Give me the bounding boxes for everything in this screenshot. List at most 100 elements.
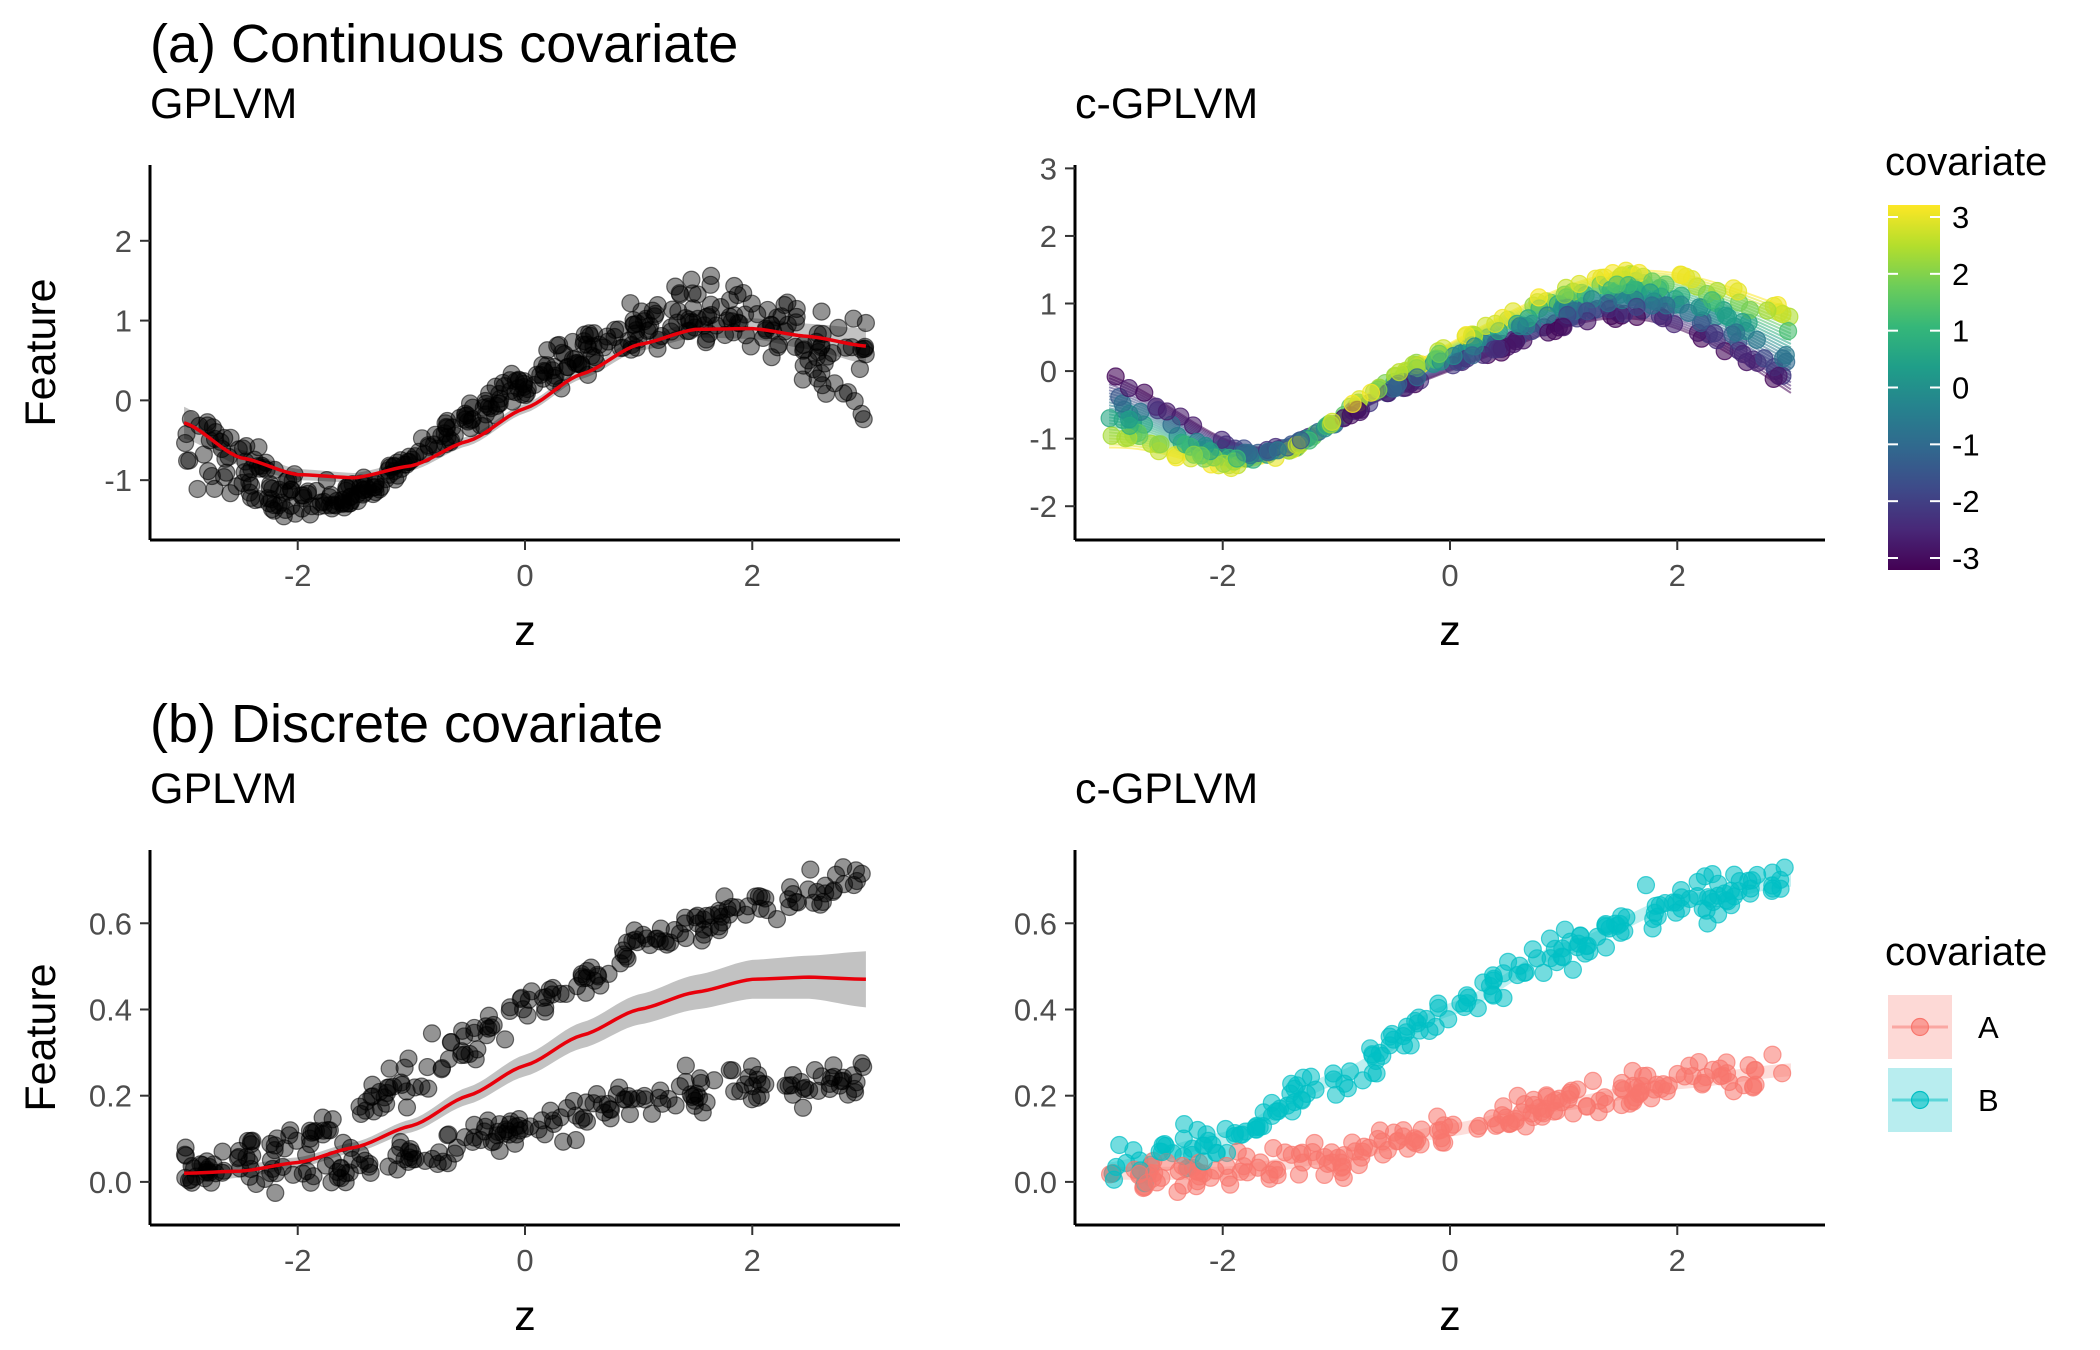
data-point xyxy=(710,904,729,923)
colorbar-tick-label: -1 xyxy=(1952,427,1980,462)
data-point xyxy=(1434,1116,1454,1135)
data-point xyxy=(438,1126,457,1145)
data-point xyxy=(1773,304,1792,324)
data-point xyxy=(1388,1131,1407,1150)
data-point xyxy=(1721,881,1740,900)
covariate-curve xyxy=(1108,315,1792,450)
data-point xyxy=(720,1061,739,1080)
data-point xyxy=(1654,1075,1673,1094)
data-point xyxy=(617,933,637,952)
plot-area xyxy=(175,858,873,1203)
data-point xyxy=(418,1057,437,1077)
data-point xyxy=(552,343,572,362)
data-point xyxy=(438,427,457,447)
legend-point xyxy=(1910,1017,1930,1037)
data-point xyxy=(768,338,787,357)
data-point xyxy=(1187,1177,1206,1196)
data-point xyxy=(397,1098,417,1117)
x-axis-title: z xyxy=(1439,607,1461,655)
x-tick-label: 2 xyxy=(744,558,761,593)
data-point xyxy=(1315,1165,1334,1185)
data-point xyxy=(1693,1075,1712,1094)
data-point xyxy=(1380,1027,1399,1046)
data-point xyxy=(1589,1103,1608,1122)
data-point xyxy=(805,1061,825,1080)
legend-title: covariate xyxy=(1885,140,2047,184)
data-point xyxy=(1727,323,1746,342)
data-point xyxy=(518,1006,537,1025)
data-point xyxy=(391,1073,411,1092)
data-point xyxy=(801,860,820,879)
data-point xyxy=(247,1174,266,1194)
data-point xyxy=(535,1002,555,1021)
data-point xyxy=(1225,1124,1245,1143)
data-point xyxy=(265,1141,284,1160)
data-point xyxy=(1221,1175,1240,1194)
data-point xyxy=(1194,1152,1213,1171)
data-point xyxy=(1657,296,1676,315)
data-point xyxy=(476,391,495,411)
data-point xyxy=(587,1085,606,1104)
colorbar-tick-label: 3 xyxy=(1952,200,1969,235)
data-point xyxy=(1689,1052,1708,1072)
data-point xyxy=(1494,1097,1513,1116)
legend-label: B xyxy=(1978,1083,1999,1118)
panel-title: c-GPLVM xyxy=(1075,765,1258,813)
data-point xyxy=(626,324,646,343)
data-point xyxy=(1504,334,1523,354)
data-point xyxy=(379,1157,398,1176)
data-point xyxy=(543,978,563,998)
data-point xyxy=(1293,1153,1312,1172)
y-tick-label: 0.2 xyxy=(1014,1079,1057,1114)
data-point xyxy=(1173,1156,1192,1176)
data-point xyxy=(471,1130,490,1150)
data-point xyxy=(1607,275,1627,294)
data-point xyxy=(1361,383,1381,402)
data-point xyxy=(501,1112,520,1131)
data-point xyxy=(1758,301,1777,320)
data-point xyxy=(1463,346,1482,365)
data-point xyxy=(465,1115,484,1134)
data-point xyxy=(1534,963,1553,983)
data-point xyxy=(301,1135,320,1154)
x-tick-label: -2 xyxy=(1209,1243,1237,1278)
data-point xyxy=(1554,318,1573,337)
data-point xyxy=(1343,394,1362,413)
data-point xyxy=(1773,349,1793,368)
y-tick-label: 0.6 xyxy=(89,906,132,941)
data-point xyxy=(1705,324,1724,343)
plot-area xyxy=(1100,858,1794,1202)
data-point xyxy=(436,414,455,433)
data-point xyxy=(479,397,499,416)
data-point xyxy=(852,864,871,883)
data-point xyxy=(318,1121,338,1140)
data-point xyxy=(1322,1143,1341,1162)
data-point xyxy=(783,1085,803,1104)
data-point xyxy=(1724,1082,1743,1101)
data-point xyxy=(335,498,354,517)
data-point xyxy=(1184,445,1204,464)
covariate-curve xyxy=(1108,317,1792,449)
data-point xyxy=(651,1081,670,1100)
data-point xyxy=(1671,880,1691,900)
legend-discrete-covariate: covariate A B xyxy=(1885,930,2047,1132)
data-point xyxy=(856,313,876,333)
data-point xyxy=(739,897,758,916)
y-tick-label: 2 xyxy=(1040,219,1057,254)
y-tick-label: 2 xyxy=(115,224,132,259)
data-point xyxy=(767,910,787,929)
data-point xyxy=(409,442,428,462)
data-point xyxy=(651,919,670,938)
data-point xyxy=(1251,1153,1270,1172)
data-point xyxy=(793,1098,813,1117)
legend-point xyxy=(1910,1090,1930,1110)
data-point xyxy=(1470,1116,1489,1136)
data-point xyxy=(452,1045,471,1065)
data-point xyxy=(688,285,707,304)
data-point xyxy=(676,1056,695,1075)
data-point xyxy=(292,499,312,518)
data-point xyxy=(799,880,818,899)
data-point xyxy=(263,479,282,498)
data-point xyxy=(240,1167,259,1186)
data-point xyxy=(739,1068,758,1087)
